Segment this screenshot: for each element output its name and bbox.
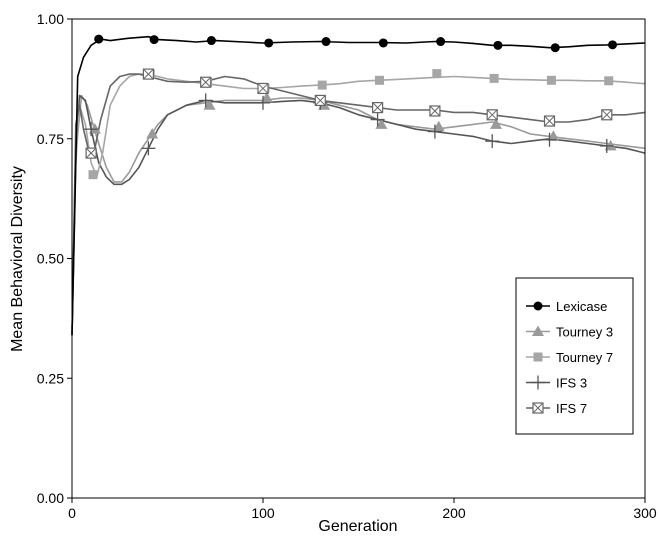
- series-line-ifs-7: [71, 73, 646, 336]
- data-point-ifs-3: [542, 132, 557, 147]
- data-point-tourney-7: [432, 69, 442, 79]
- axes: 0.00 0.25 0.50 0.75 1.00 0 100 200 300: [37, 11, 657, 521]
- x-axis-title: Generation: [318, 518, 397, 535]
- series-line-tourney-3: [71, 94, 646, 336]
- data-point-lexicase: [378, 38, 388, 48]
- legend-item: IFS 7: [526, 401, 587, 416]
- x-tick-label: 0: [68, 505, 76, 521]
- data-point-tourney-3: [604, 139, 617, 151]
- data-point-ifs-3: [427, 124, 442, 139]
- data-point-tourney-7: [375, 75, 385, 85]
- legend-marker: [532, 402, 544, 414]
- data-point-tourney-7: [489, 73, 499, 83]
- data-point-tourney-3: [375, 118, 388, 129]
- data-point-ifs-7: [543, 115, 556, 127]
- data-point-ifs-7: [200, 76, 212, 88]
- data-point-lexicase: [493, 40, 503, 50]
- data-point-tourney-7: [317, 80, 327, 90]
- legend-label: IFS 7: [556, 401, 587, 416]
- plot-lines: [71, 35, 646, 336]
- data-point-ifs-7: [314, 94, 326, 107]
- x-tick-label: 300: [633, 505, 657, 521]
- data-point-lexicase: [264, 38, 274, 48]
- legend-item: Tourney 7: [526, 350, 613, 365]
- data-point-tourney-3: [203, 99, 216, 110]
- data-point-tourney-3: [146, 127, 159, 139]
- series-line-tourney-7: [71, 73, 646, 336]
- y-axis-title: Mean Behavioral Diversity: [9, 166, 26, 352]
- data-point-ifs-7: [372, 102, 384, 114]
- data-point-ifs-3: [485, 134, 500, 149]
- legend-marker: [532, 325, 544, 336]
- data-point-tourney-3: [547, 130, 560, 141]
- data-point-ifs-3: [370, 112, 385, 127]
- series-line-ifs-3: [71, 94, 646, 336]
- data-point-tourney-7: [88, 170, 98, 180]
- legend-label: Tourney 3: [556, 325, 613, 340]
- y-tick-label: 1.00: [37, 11, 64, 27]
- data-point-lexicase: [550, 43, 560, 53]
- legend-item: Lexicase: [526, 299, 607, 314]
- legend-label: IFS 3: [556, 376, 587, 391]
- legend-label: Lexicase: [556, 299, 607, 314]
- y-tick-label: 0.75: [37, 131, 64, 147]
- data-point-ifs-7: [429, 105, 441, 117]
- data-point-ifs-7: [85, 147, 97, 159]
- legend-label: Tourney 7: [556, 350, 613, 365]
- legend-item: Tourney 3: [526, 325, 613, 340]
- data-point-ifs-7: [486, 109, 498, 121]
- y-tick-label: 0.50: [37, 251, 64, 267]
- data-point-tourney-3: [88, 123, 101, 134]
- x-tick-label: 200: [442, 505, 466, 521]
- data-point-ifs-7: [601, 109, 613, 121]
- legend: Lexicase Tourney 3 Tourney 7 IFS 3 IFS 7: [515, 277, 634, 435]
- data-point-ifs-7: [257, 82, 269, 95]
- y-tick-label: 0.25: [37, 370, 64, 386]
- legend-marker: [533, 352, 543, 362]
- legend-marker: [531, 375, 545, 390]
- data-point-lexicase: [206, 36, 216, 46]
- data-point-lexicase: [608, 40, 618, 50]
- y-tick-label: 0.00: [37, 490, 64, 506]
- data-point-lexicase: [94, 34, 104, 44]
- data-point-ifs-3: [599, 138, 614, 153]
- data-point-ifs-3: [256, 95, 270, 110]
- data-point-ifs-3: [84, 122, 99, 137]
- data-point-tourney-3: [490, 118, 503, 129]
- series-line-lexicase: [71, 35, 646, 336]
- data-point-lexicase: [149, 35, 159, 45]
- plot-markers: [84, 34, 618, 180]
- legend-item: IFS 3: [526, 375, 587, 391]
- x-tick-label: 100: [251, 505, 275, 521]
- legend-marker: [533, 301, 543, 311]
- data-point-tourney-7: [604, 76, 614, 86]
- data-point-ifs-3: [198, 93, 213, 108]
- data-point-lexicase: [436, 37, 446, 47]
- data-point-tourney-3: [260, 92, 273, 103]
- data-point-ifs-7: [142, 68, 154, 80]
- data-point-ifs-3: [141, 141, 156, 156]
- data-point-tourney-7: [546, 75, 556, 85]
- data-point-tourney-3: [432, 120, 445, 132]
- data-point-lexicase: [321, 37, 331, 47]
